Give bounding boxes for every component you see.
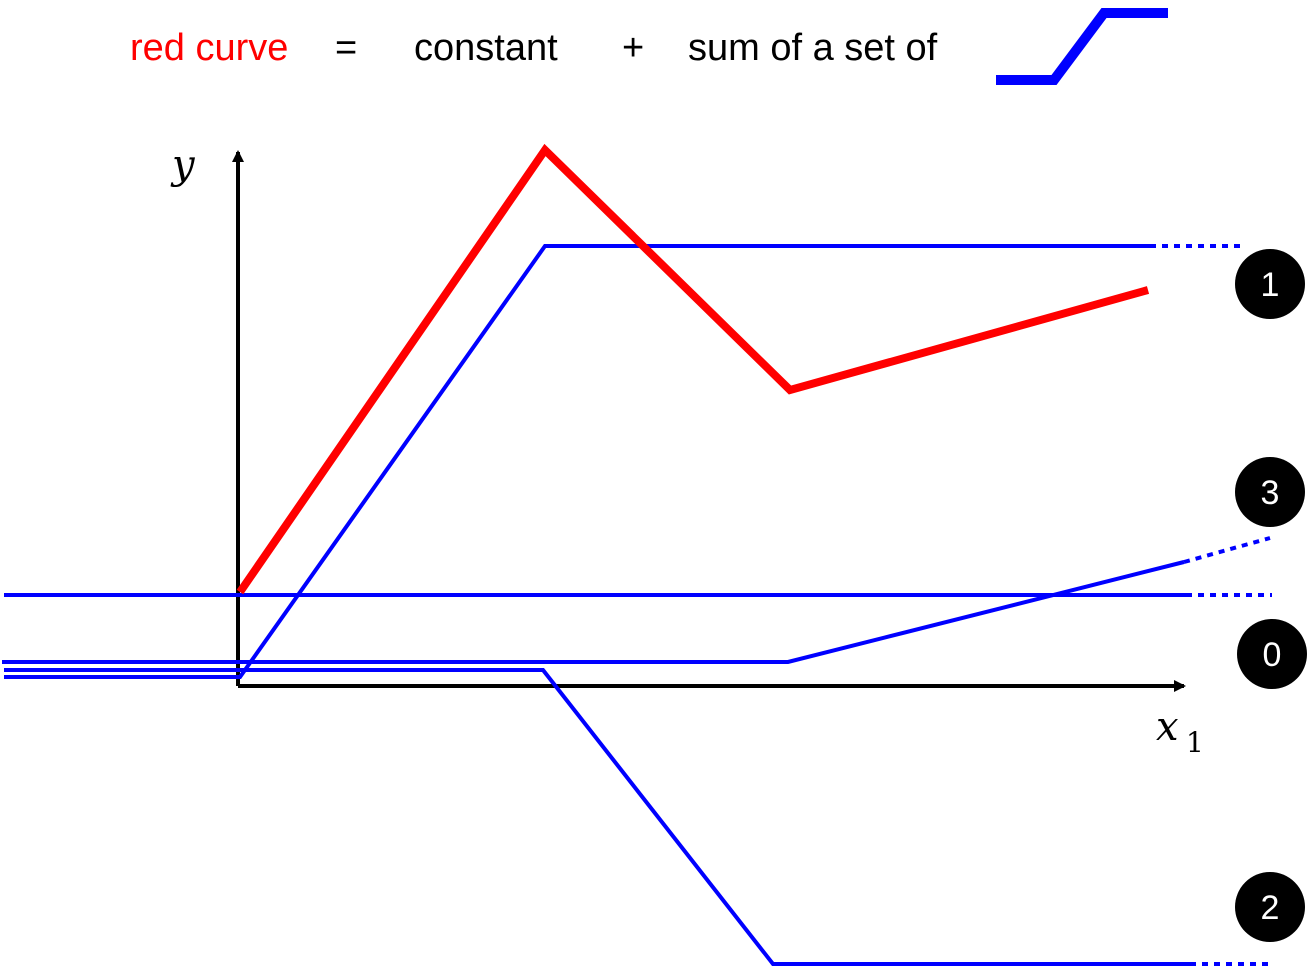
constant-label: constant [414,27,558,69]
badge-2: 2 [1235,872,1305,942]
x-axis-label: x [1156,704,1179,750]
badge-0: 0 [1237,619,1307,689]
component-line-1 [4,244,1240,679]
component-line-3 [2,536,1271,664]
sum-of-label: sum of a set of [688,27,938,69]
red-curve [236,143,1150,595]
badge-0-label: 0 [1263,636,1282,674]
badge-2-label: 2 [1261,889,1280,927]
badge-1-label: 1 [1261,266,1280,304]
badge-3: 3 [1235,457,1305,527]
equals-sign: = [335,27,357,69]
component-line-2 [4,668,1270,966]
red-curve-label: red curve [130,27,288,69]
ramp-step-icon [996,8,1168,85]
badge-3-label: 3 [1261,474,1280,512]
plus-sign: + [622,27,644,69]
x-axis-subscript: 1 [1186,726,1204,759]
badge-1: 1 [1235,249,1305,319]
y-axis-label: y [170,142,196,188]
